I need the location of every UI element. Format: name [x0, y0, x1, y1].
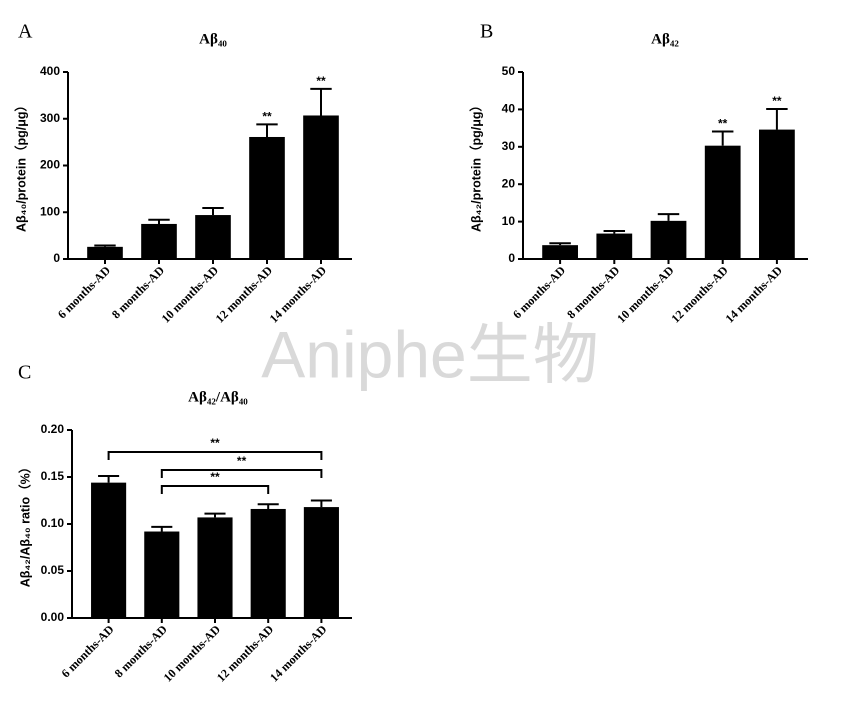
x-tick-label: 8 months-AD — [564, 263, 622, 321]
comparison-label: ** — [237, 454, 247, 468]
y-tick-label: 50 — [502, 64, 516, 78]
error-bar — [711, 130, 734, 146]
comparison-label: ** — [210, 436, 220, 450]
error-bar — [766, 108, 788, 130]
x-tick-label: 14 months-AD — [267, 263, 330, 326]
significance: ** — [772, 94, 782, 108]
bar — [542, 245, 578, 259]
error-bar — [202, 207, 224, 216]
x-tick-label: 8 months-AD — [112, 622, 170, 680]
panel-label: C — [18, 362, 31, 384]
y-tick-label: 30 — [502, 139, 516, 153]
bar — [249, 136, 285, 259]
y-tick-label: 200 — [40, 158, 60, 172]
x-tick-label: 6 months-AD — [510, 263, 568, 321]
error-bar — [98, 475, 120, 483]
x-tick-label: 14 months-AD — [267, 622, 330, 685]
error-bar — [549, 242, 571, 246]
bar — [704, 145, 741, 259]
watermark: Aniphe生物 — [261, 317, 599, 391]
y-tick-label: 0 — [508, 251, 515, 265]
bar — [141, 223, 177, 259]
significance: ** — [316, 74, 326, 88]
y-tick-label: 10 — [502, 214, 516, 228]
bar — [144, 531, 180, 618]
y-axis-label: Aβ₄₂/protein（pg/μg） — [468, 99, 483, 232]
error-bar — [310, 499, 332, 508]
y-tick-label: 400 — [40, 64, 60, 78]
error-bar — [151, 525, 173, 532]
y-tick-label: 0.10 — [41, 516, 65, 530]
chart-title: Aβ₄₂/Aβ₄₀ — [188, 389, 248, 405]
error-bar — [148, 218, 170, 224]
error-bar — [94, 244, 116, 247]
x-tick-label: 8 months-AD — [109, 263, 167, 321]
comparison-bracket — [160, 485, 270, 494]
y-tick-label: 0.05 — [41, 563, 65, 577]
bar — [250, 508, 286, 618]
comparison-label: ** — [210, 470, 220, 484]
bar — [87, 246, 123, 259]
y-tick-label: 20 — [502, 176, 516, 190]
y-tick-label: 0 — [53, 251, 60, 265]
error-bar — [204, 512, 226, 518]
chart-title: Aβ₄₀ — [199, 31, 227, 47]
y-tick-label: 300 — [40, 111, 60, 125]
error-bar — [657, 213, 680, 221]
x-tick-label: 14 months-AD — [722, 263, 785, 326]
chart-title: Aβ₄₂ — [651, 31, 679, 47]
comparison-bracket — [160, 469, 323, 478]
error-bar — [256, 123, 278, 137]
y-axis-label: Aβ₄₀/protein（pg/μg） — [13, 99, 28, 232]
panel-label: B — [480, 21, 493, 43]
x-tick-label: 6 months-AD — [55, 263, 113, 321]
error-bar — [257, 503, 279, 509]
significance: ** — [718, 117, 728, 131]
error-bar — [310, 87, 332, 116]
bar — [596, 233, 633, 259]
y-tick-label: 0.15 — [41, 469, 65, 483]
y-tick-label: 0.00 — [41, 610, 65, 624]
y-axis-label: Aβ₄₂/Aβ₄₀ ratio（%） — [17, 461, 32, 588]
bar — [650, 220, 687, 259]
panel-label: A — [18, 21, 33, 43]
y-tick-label: 0.20 — [41, 422, 65, 436]
bar — [303, 507, 339, 618]
bar — [195, 215, 231, 259]
significance: ** — [262, 110, 272, 124]
bar — [759, 129, 795, 259]
y-tick-label: 100 — [40, 204, 60, 218]
bar — [197, 517, 233, 618]
comparison-bracket — [107, 451, 323, 460]
error-bar — [603, 229, 626, 234]
y-tick-label: 40 — [502, 102, 516, 116]
bar — [91, 482, 127, 618]
x-tick-label: 6 months-AD — [58, 622, 116, 680]
bar — [303, 115, 339, 259]
